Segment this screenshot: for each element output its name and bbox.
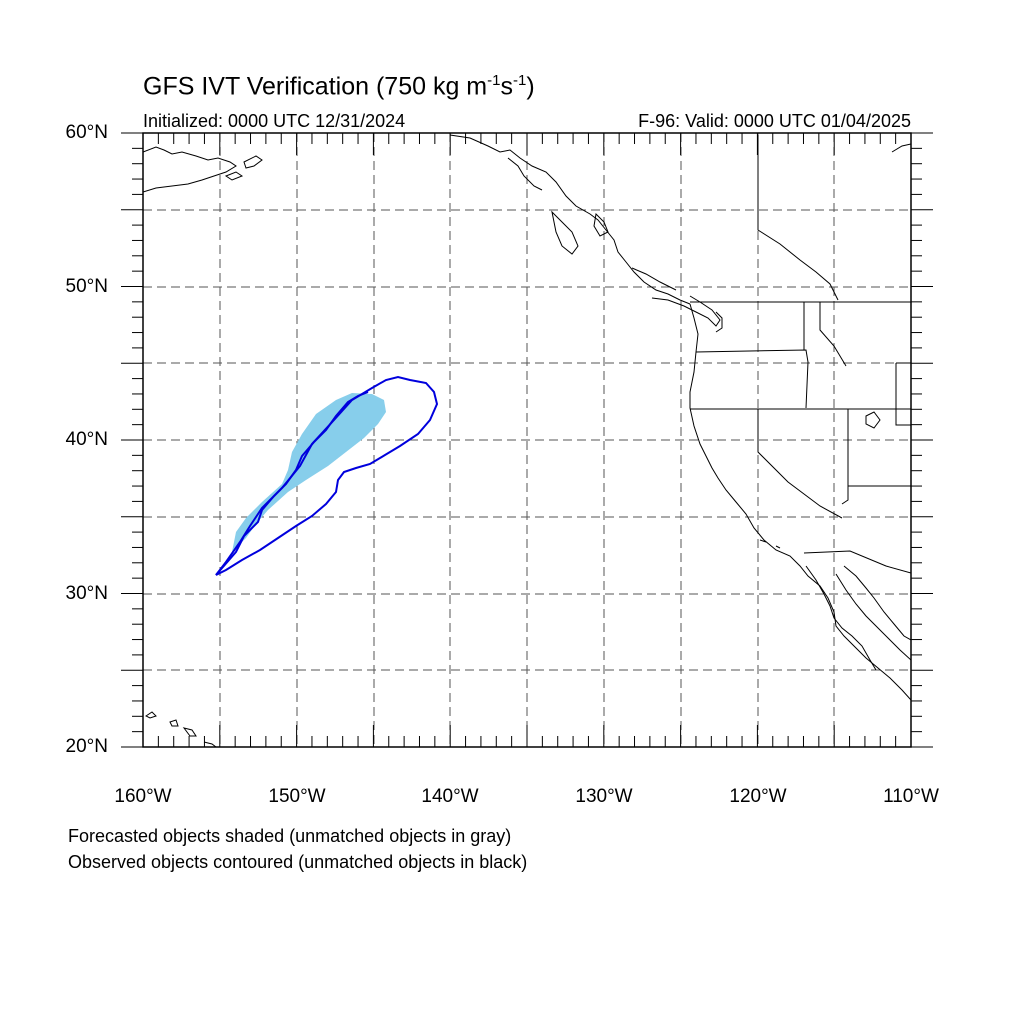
lon-label-160w: 160°W [114,786,172,807]
forecast-ivt-object [232,393,386,552]
observed-ivt-axis [215,391,369,576]
lon-label-120w: 120°W [729,786,787,807]
lat-label-50n: 50°N [65,276,108,297]
lat-lon-grid [143,133,911,747]
political-borders [690,135,911,574]
map-title: GFS IVT Verification (750 kg m-1s-1) [143,72,535,101]
lat-label-20n: 20°N [65,736,108,757]
coastlines [143,134,911,747]
lon-label-110w: 110°W [883,786,939,807]
lon-label-150w: 150°W [268,786,326,807]
lon-label-130w: 130°W [575,786,633,807]
lat-label-60n: 60°N [65,122,108,143]
valid-time-label: F-96: Valid: 0000 UTC 01/04/2025 [638,111,911,131]
lon-label-140w: 140°W [421,786,479,807]
legend-observed-note: Observed objects contoured (unmatched ob… [68,852,528,872]
initialized-label: Initialized: 0000 UTC 12/31/2024 [143,111,406,131]
lat-label-40n: 40°N [65,429,108,450]
lat-label-30n: 30°N [65,583,108,604]
legend-forecast-note: Forecasted objects shaded (unmatched obj… [68,826,512,846]
axis-ticks [121,132,933,748]
